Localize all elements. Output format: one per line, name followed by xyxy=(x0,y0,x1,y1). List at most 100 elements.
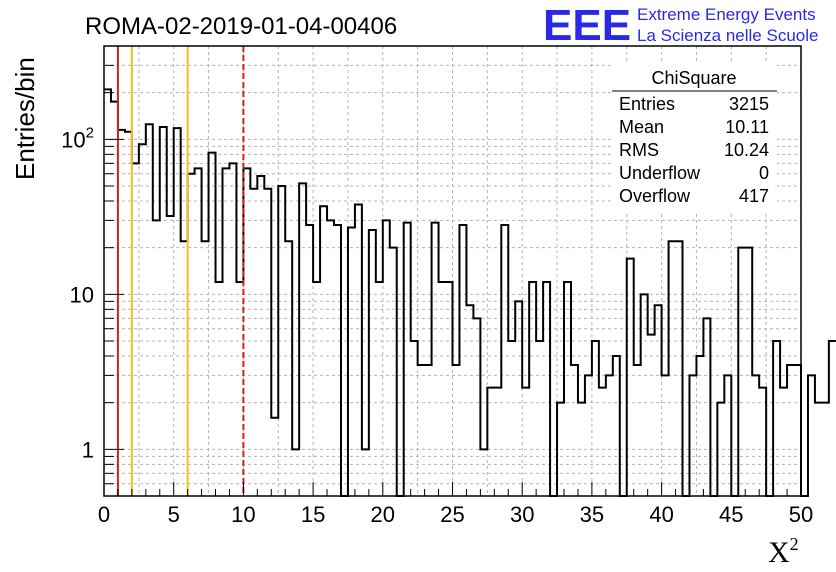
stats-rows: Entries 3215 Mean 10.11 RMS 10.24 Underflow 0 Ov… xyxy=(619,94,769,206)
x-tick-label: 25 xyxy=(440,502,464,527)
histogram-bin xyxy=(578,403,585,496)
histogram-bin xyxy=(564,282,571,496)
histogram-bin xyxy=(139,144,146,496)
histogram-bin xyxy=(829,341,836,496)
histogram-bin xyxy=(153,220,160,496)
y-tick-label-base: 1 xyxy=(82,437,94,462)
y-tick-label: 1 xyxy=(82,437,94,462)
histogram-bin xyxy=(773,341,780,496)
histogram-bin xyxy=(696,356,703,496)
x-tick-label: 10 xyxy=(231,502,255,527)
histogram-bins xyxy=(104,88,836,497)
threshold-lines xyxy=(116,46,245,496)
x-tick-label: 40 xyxy=(649,502,673,527)
x-axis: 0 5 10 15 20 25 30 35 40 45 50 xyxy=(98,482,813,527)
histogram-bin xyxy=(313,282,320,496)
histogram-bin xyxy=(641,294,648,496)
logo-line2: La Scienza nelle Scuole xyxy=(637,26,818,45)
stats-row-value: 10.24 xyxy=(724,140,769,160)
histogram-bin xyxy=(160,127,167,496)
histogram-bin xyxy=(501,225,508,496)
histogram-bin xyxy=(515,301,522,496)
histogram-bin xyxy=(627,259,634,496)
y-tick-label-base: 10 xyxy=(61,127,85,152)
histogram-bin xyxy=(188,174,195,496)
histogram-bin xyxy=(473,318,480,496)
histogram-bin xyxy=(529,282,536,496)
histogram-bin xyxy=(446,282,453,496)
histogram-bin xyxy=(216,282,223,496)
histogram-bin xyxy=(815,403,822,496)
histogram-bin xyxy=(487,388,494,496)
histogram-bin xyxy=(285,241,292,496)
histogram-bin xyxy=(181,241,188,496)
histogram-bin xyxy=(459,225,466,496)
histogram-bin xyxy=(724,375,731,496)
histogram-bin xyxy=(439,282,446,496)
histogram-bin xyxy=(745,248,752,496)
histogram-bin xyxy=(480,449,487,496)
histogram-bin xyxy=(411,341,418,496)
stats-row-value: 10.11 xyxy=(725,117,769,137)
histogram-bin xyxy=(557,403,564,496)
histogram-bin xyxy=(425,365,432,496)
histogram-bin xyxy=(571,365,578,496)
histogram-bin xyxy=(655,305,662,496)
x-tick-label: 5 xyxy=(168,502,180,527)
histogram-bin xyxy=(250,189,257,496)
histogram-bin xyxy=(299,183,306,496)
stats-row-label: RMS xyxy=(619,140,659,160)
histogram-bin xyxy=(146,124,153,496)
y-axis-label: Entries/bin xyxy=(10,57,40,180)
histogram-outline xyxy=(104,88,836,497)
histogram-bin xyxy=(125,132,132,496)
histogram-bin xyxy=(738,248,745,496)
histogram-bin xyxy=(613,356,620,496)
histogram-bin xyxy=(271,418,278,496)
histogram-bin xyxy=(243,168,250,496)
histogram-bin xyxy=(599,388,606,496)
histogram-bin xyxy=(717,403,724,496)
page-title: ROMA-02-2019-01-04-00406 xyxy=(85,13,397,40)
histogram-bin xyxy=(174,128,181,496)
stats-row-label: Underflow xyxy=(619,163,701,183)
logo-mark: EEE xyxy=(543,1,631,50)
histogram-bin xyxy=(752,375,759,496)
x-tick-label: 20 xyxy=(371,502,395,527)
histogram-bin xyxy=(320,206,327,496)
stats-row-label: Overflow xyxy=(619,186,691,206)
stats-row-label: Mean xyxy=(619,117,664,137)
histogram-bin xyxy=(508,341,515,496)
histogram-bin xyxy=(104,89,111,496)
histogram-bin xyxy=(236,282,243,496)
stats-box-title: ChiSquare xyxy=(651,68,736,88)
histogram-bin xyxy=(634,365,641,496)
eee-logo: EEE Extreme Energy Events La Scienza nel… xyxy=(543,1,818,50)
histogram-bin xyxy=(355,204,362,496)
histogram-bin xyxy=(676,241,683,496)
stats-box: ChiSquare Entries 3215 Mean 10.11 RMS 10.24 Un… xyxy=(612,64,777,212)
histogram-bin xyxy=(292,449,299,496)
histogram-bin xyxy=(606,375,613,496)
histogram-bin xyxy=(390,248,397,496)
histogram-bin xyxy=(522,388,529,496)
x-tick-label: 50 xyxy=(789,502,813,527)
histogram-bin xyxy=(536,341,543,496)
histogram-bin xyxy=(669,241,676,496)
histogram-bin xyxy=(132,163,139,496)
histogram-bin xyxy=(453,365,460,496)
stats-row-value: 417 xyxy=(739,186,769,206)
histogram-bin xyxy=(822,403,829,496)
histogram-bin xyxy=(306,225,313,496)
histogram-bin xyxy=(780,388,787,496)
x-axis-label: X2 xyxy=(768,534,799,569)
histogram-bin xyxy=(111,102,118,496)
x-axis-label-base: X xyxy=(768,536,790,569)
x-tick-label: 30 xyxy=(510,502,534,527)
histogram-bin xyxy=(264,189,271,496)
histogram-bin xyxy=(348,227,355,496)
histogram-bin xyxy=(592,341,599,496)
histogram-bin xyxy=(202,241,209,496)
